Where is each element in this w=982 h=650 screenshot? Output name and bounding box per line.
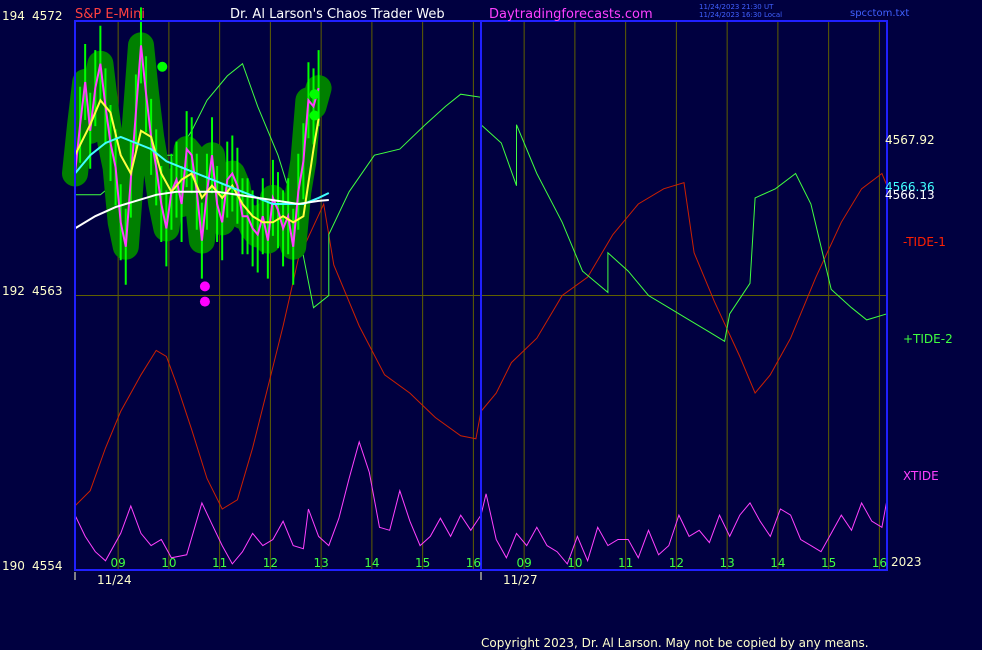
y-label-top-index: 194 <box>2 9 25 23</box>
x-hour-label-12: 13 <box>719 556 734 570</box>
marker-dot-0 <box>157 61 168 72</box>
average-fast-line <box>74 98 320 224</box>
y-label-mid-index: 192 <box>2 284 25 298</box>
marker-layer <box>157 61 320 307</box>
x-hour-label-2: 11 <box>212 556 227 570</box>
x-hour-label-9: 10 <box>567 556 582 570</box>
x-axis-labels: 09 10 11 12 13 14 15 16 09 10 11 12 13 14 15 16 11/24 11/… <box>74 556 887 587</box>
x-hour-label-8: 09 <box>516 556 531 570</box>
x-hour-label-11: 12 <box>669 556 684 570</box>
x-hour-label-7: 16 <box>466 556 481 570</box>
right-label-4567: 4567.92 <box>885 133 935 147</box>
xtide-line <box>74 440 888 565</box>
x-hour-label-13: 14 <box>770 556 785 570</box>
tide2-label: +TIDE-2 <box>903 332 953 346</box>
timestamp-local: 11/24/2023 16:30 Local <box>699 11 782 19</box>
x-date-label-1: 11/27 <box>503 573 538 587</box>
marker-dot-3 <box>199 281 210 292</box>
average-mid-line <box>74 135 330 205</box>
marker-dot-1 <box>309 89 320 100</box>
site-label: Daytradingforecasts.com <box>489 7 653 22</box>
x-year-label: 2023 <box>891 555 922 569</box>
file-label: spcctom.txt <box>850 8 909 19</box>
x-hour-label-1: 10 <box>161 556 176 570</box>
x-hour-label-0: 09 <box>110 556 125 570</box>
right-label-4566-13: 4566.13 <box>885 188 935 202</box>
symbol-label: S&P E-Mini <box>75 7 145 22</box>
y-label-bottom-price: 4554 <box>32 559 63 573</box>
right-label-4566-36: 4566.36 <box>885 180 935 194</box>
x-hour-label-6: 15 <box>415 556 430 570</box>
x-date-label-0: 11/24 <box>97 573 132 587</box>
marker-dot-4 <box>199 296 210 307</box>
x-hour-label-14: 15 <box>821 556 836 570</box>
tide2-line <box>75 62 888 343</box>
tide1-label: -TIDE-1 <box>903 235 946 249</box>
price-layer <box>62 7 332 285</box>
marker-dot-2 <box>309 110 320 121</box>
x-hour-label-5: 14 <box>364 556 379 570</box>
xtide-label: XTIDE <box>903 469 939 483</box>
x-hour-label-3: 12 <box>263 556 278 570</box>
x-hour-label-10: 11 <box>618 556 633 570</box>
series-layer <box>74 62 888 565</box>
grid-layer <box>75 21 887 570</box>
y-label-bottom-index: 190 <box>2 559 25 573</box>
chart-title: Dr. Al Larson's Chaos Trader Web <box>230 7 445 22</box>
y-label-mid-price: 4563 <box>32 284 63 298</box>
average-slow-line <box>74 190 329 230</box>
x-hour-label-4: 13 <box>313 556 328 570</box>
timestamp-ut: 11/24/2023 21:30 UT <box>699 3 774 11</box>
copyright-footer: Copyright 2023, Dr. Al Larson. May not b… <box>481 636 869 650</box>
y-label-top-price: 4572 <box>32 9 63 23</box>
x-hour-label-15: 16 <box>872 556 887 570</box>
tide1-line <box>74 172 888 510</box>
